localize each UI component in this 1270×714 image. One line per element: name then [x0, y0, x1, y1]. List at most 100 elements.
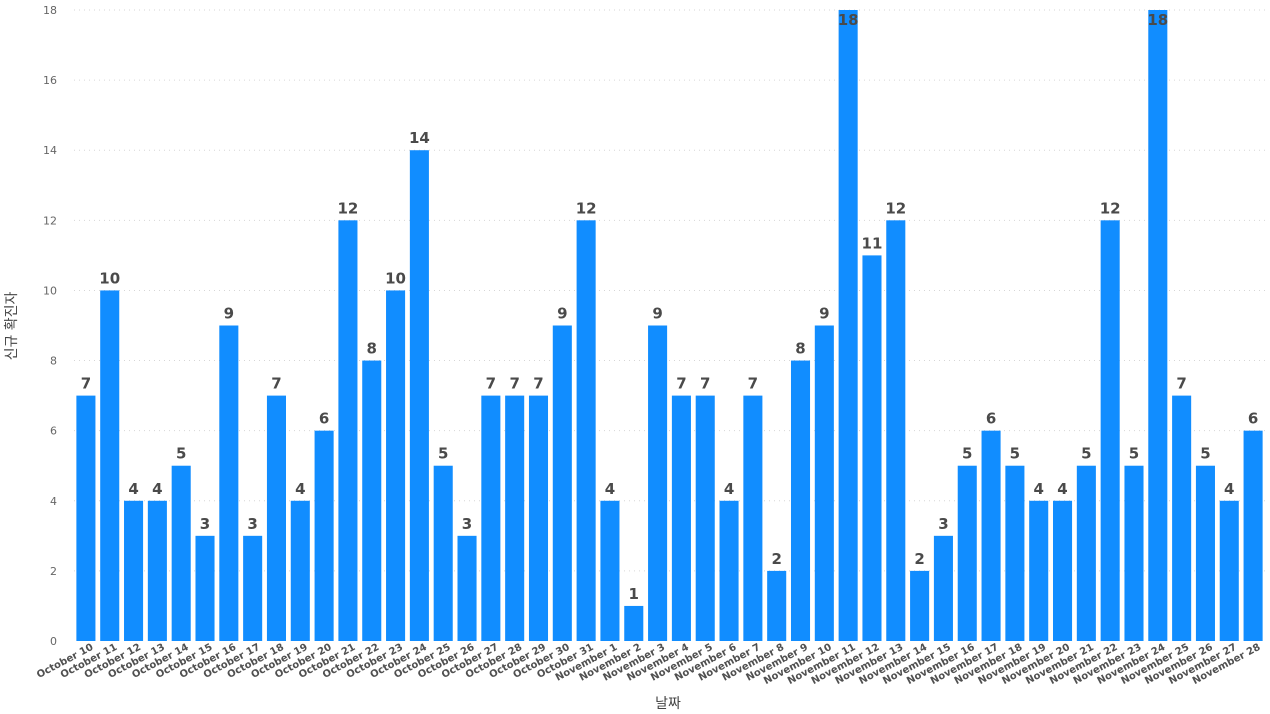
bar[interactable]: [290, 500, 310, 641]
bar[interactable]: [195, 535, 215, 641]
bar[interactable]: [1076, 465, 1096, 641]
data-label: 4: [1224, 480, 1234, 498]
bar[interactable]: [1148, 10, 1168, 641]
bar[interactable]: [76, 395, 96, 641]
bar[interactable]: [243, 535, 263, 641]
bar[interactable]: [814, 325, 834, 642]
bar[interactable]: [219, 325, 239, 642]
data-label: 7: [676, 375, 686, 393]
y-tick-label: 8: [50, 355, 57, 368]
bar[interactable]: [886, 220, 906, 641]
data-label: 3: [462, 515, 472, 533]
y-tick-label: 12: [43, 214, 57, 227]
gridlines: [74, 9, 1265, 572]
bar[interactable]: [576, 220, 596, 641]
bar[interactable]: [338, 220, 358, 641]
data-label: 9: [224, 305, 234, 323]
data-label: 3: [938, 515, 948, 533]
bar[interactable]: [362, 360, 382, 641]
bar[interactable]: [957, 465, 977, 641]
data-label: 8: [795, 340, 805, 358]
bar[interactable]: [505, 395, 525, 641]
bar[interactable]: [386, 290, 406, 641]
bar[interactable]: [790, 360, 811, 641]
bar[interactable]: [624, 605, 644, 641]
bar[interactable]: [838, 10, 858, 641]
data-label: 7: [1176, 375, 1186, 393]
data-label: 6: [986, 410, 996, 428]
bar[interactable]: [528, 395, 549, 641]
bar[interactable]: [933, 535, 953, 641]
bar[interactable]: [1219, 500, 1239, 641]
data-label: 12: [576, 199, 597, 217]
bar[interactable]: [1100, 220, 1120, 641]
y-tick-label: 14: [43, 144, 57, 157]
bar[interactable]: [1124, 465, 1144, 641]
bar[interactable]: [100, 290, 120, 641]
bar[interactable]: [1053, 500, 1073, 641]
y-tick-label: 4: [50, 495, 57, 508]
bar[interactable]: [552, 325, 572, 642]
data-label: 8: [367, 340, 377, 358]
data-label: 10: [385, 269, 406, 287]
bar[interactable]: [1243, 430, 1263, 641]
bar[interactable]: [1172, 395, 1192, 641]
data-label: 5: [176, 445, 186, 463]
bar[interactable]: [767, 570, 787, 641]
data-label: 6: [1248, 410, 1258, 428]
data-label: 5: [962, 445, 972, 463]
data-label: 5: [1081, 445, 1091, 463]
y-tick-label: 10: [43, 284, 57, 297]
data-label: 3: [200, 515, 210, 533]
bar[interactable]: [266, 395, 286, 641]
bar[interactable]: [171, 465, 191, 641]
bar[interactable]: [1195, 465, 1215, 641]
data-label: 9: [557, 305, 567, 323]
bar[interactable]: [600, 500, 620, 641]
data-label: 9: [819, 305, 829, 323]
y-axis-title: 신규 확진자: [4, 291, 20, 360]
data-label: 5: [1129, 445, 1139, 463]
data-label: 5: [1200, 445, 1210, 463]
y-tick-label: 2: [50, 565, 57, 578]
bar[interactable]: [409, 150, 429, 641]
data-label: 9: [652, 305, 662, 323]
bar[interactable]: [981, 430, 1001, 641]
data-label: 7: [700, 375, 710, 393]
data-label: 7: [81, 375, 91, 393]
data-label: 7: [271, 375, 281, 393]
bar[interactable]: [314, 430, 334, 641]
data-label: 14: [409, 129, 430, 147]
y-axis-ticks: 0 2 4 6 8 10 12 14 16 18: [43, 4, 57, 648]
data-label: 4: [1057, 480, 1067, 498]
x-axis-title: 날짜: [655, 696, 681, 712]
data-label: 7: [748, 375, 758, 393]
bar[interactable]: [743, 395, 763, 641]
bar[interactable]: [457, 535, 477, 641]
data-label: 11: [862, 234, 883, 252]
y-tick-label: 6: [50, 425, 57, 438]
bar[interactable]: [719, 500, 739, 641]
y-tick-label: 0: [50, 635, 57, 648]
bar[interactable]: [481, 395, 501, 641]
bar[interactable]: [910, 570, 930, 641]
data-label: 4: [152, 480, 162, 498]
bar[interactable]: [862, 255, 882, 641]
bar[interactable]: [147, 500, 167, 641]
data-label: 12: [1100, 199, 1121, 217]
bar[interactable]: [695, 395, 715, 641]
data-label: 10: [99, 269, 120, 287]
bar[interactable]: [1029, 500, 1049, 641]
data-label: 4: [724, 480, 734, 498]
bar[interactable]: [124, 500, 144, 641]
bar[interactable]: [648, 325, 668, 642]
bars: [76, 10, 1263, 642]
bar[interactable]: [433, 465, 453, 641]
data-label: 7: [486, 375, 496, 393]
bar[interactable]: [1005, 465, 1025, 641]
data-label: 18: [1147, 11, 1168, 29]
data-label: 3: [247, 515, 257, 533]
bar[interactable]: [671, 395, 691, 641]
